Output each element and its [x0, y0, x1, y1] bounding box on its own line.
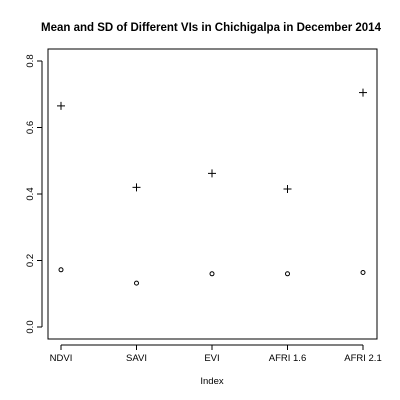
circle-point [58, 267, 64, 273]
circle-point [134, 280, 139, 286]
y-tick-label: 0.8 [25, 54, 36, 67]
x-axis: NDVI SAVI EVI AFRI 1.6 AFRI 2.1 [50, 344, 382, 364]
y-axis: 0.0 0.2 0.4 0.6 0.8 [25, 54, 43, 334]
circle-point [209, 271, 215, 277]
x-tick-label: AFRI 1.6 [269, 353, 307, 364]
plus-point [57, 101, 65, 110]
y-tick-label: 0.2 [25, 254, 36, 267]
y-tick-label: 0.6 [25, 121, 36, 134]
data-points [57, 88, 367, 286]
circle-point [360, 269, 366, 275]
circle-point [285, 271, 290, 277]
x-tick-label: EVI [204, 353, 219, 364]
plus-point [208, 169, 216, 178]
chart-title: Mean and SD of Different VIs in Chichiga… [41, 22, 382, 34]
plus-point [283, 185, 292, 194]
y-tick-label: 0.0 [25, 320, 36, 333]
plus-point [359, 88, 367, 97]
x-tick-label: NDVI [50, 353, 73, 364]
plus-point [132, 183, 141, 192]
x-tick-label: AFRI 2.1 [344, 353, 382, 364]
x-tick-label: SAVI [126, 353, 147, 364]
y-tick-label: 0.4 [25, 187, 36, 200]
plot-area-frame [47, 48, 378, 340]
x-axis-label: Index [200, 376, 223, 387]
